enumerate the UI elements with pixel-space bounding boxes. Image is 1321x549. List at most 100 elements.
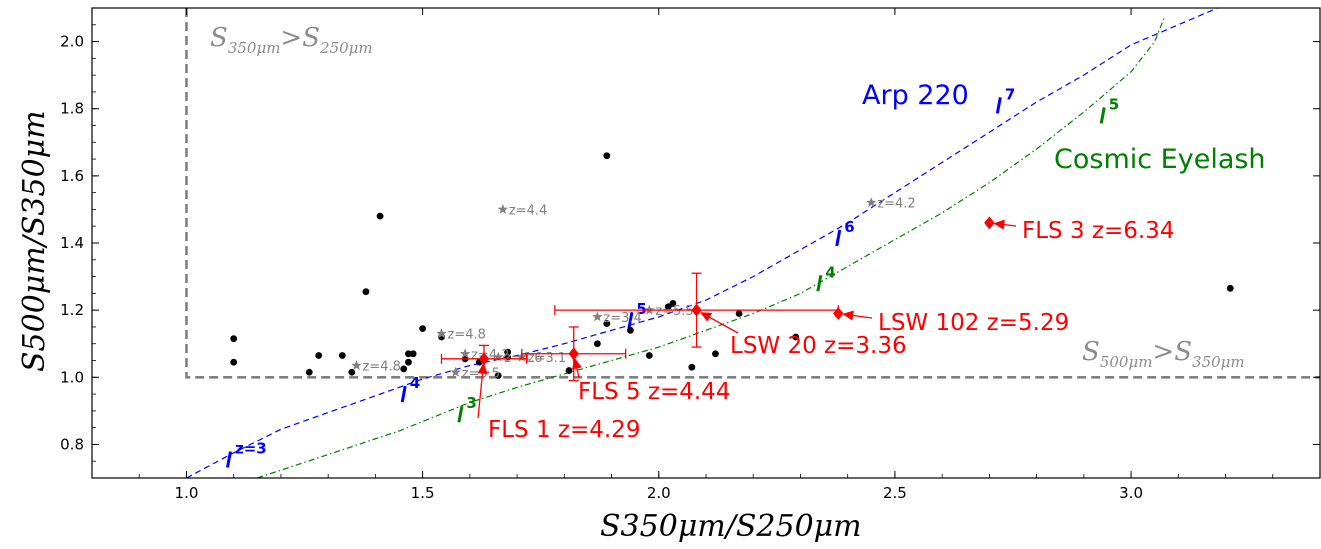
data-point — [735, 310, 743, 317]
star-label: z=4.8 — [362, 360, 400, 375]
redshift-label: 3 — [466, 394, 476, 412]
star-point — [459, 348, 471, 359]
redshift-label: 7 — [1005, 85, 1015, 103]
data-point — [504, 348, 512, 356]
redshift-tick — [816, 275, 823, 292]
redshift-tick — [995, 97, 1002, 114]
data-point — [627, 326, 634, 334]
source-label: FLS 3 z=6.34 — [1022, 218, 1174, 244]
redshift-label: z=3 — [235, 440, 267, 458]
y-tick-label: 1.8 — [60, 100, 84, 118]
data-point — [494, 372, 502, 380]
data-point — [565, 367, 573, 374]
data-point — [688, 363, 696, 371]
cosmic-eyelash-track — [257, 17, 1165, 478]
redshift-label: 4 — [410, 374, 420, 392]
annotation-arrow — [850, 314, 873, 319]
source-label: FLS 1 z=4.29 — [488, 417, 640, 443]
data-point — [348, 368, 356, 376]
star-point — [493, 351, 504, 362]
source-marker — [691, 303, 702, 317]
x-tick-label: 1.0 — [175, 484, 199, 502]
star-label: z=3.1 — [528, 351, 566, 366]
y-axis-label: S500μm/S350μm — [17, 110, 52, 372]
redshift-label: 4 — [825, 263, 835, 281]
star-point — [866, 197, 877, 208]
series-label-cosmic-eyelash: Cosmic Eyelash — [1054, 144, 1266, 175]
annotation-arrow — [706, 315, 739, 334]
star-point — [351, 360, 362, 370]
star-label: z=3.4 — [603, 311, 641, 326]
data-point — [792, 333, 800, 341]
arp220-track — [186, 8, 1220, 478]
threshold-line — [185, 8, 1320, 379]
region-label-lower-right: S500μm>S350μm — [1082, 337, 1245, 371]
data-point — [603, 152, 611, 160]
data-point — [362, 288, 370, 296]
data-point — [409, 350, 417, 358]
y-tick-label: 1.4 — [60, 234, 84, 252]
redshift-label: 5 — [1109, 95, 1119, 113]
redshift-tick — [225, 451, 232, 468]
source-marker — [984, 216, 995, 230]
arrow-head — [842, 310, 854, 321]
data-point — [419, 325, 427, 333]
annotation-arrow — [477, 370, 484, 419]
redshift-label: 6 — [844, 218, 854, 236]
redshift-tick — [400, 385, 407, 403]
y-tick-label: 1.2 — [60, 301, 84, 319]
redshift-tick — [627, 311, 634, 329]
data-point — [593, 340, 601, 348]
x-tick-label: 2.5 — [883, 484, 907, 502]
plot-area — [92, 8, 1320, 478]
star-label: z=4.4 — [509, 203, 547, 218]
arrow-head — [477, 362, 488, 375]
arrow-head — [572, 357, 582, 370]
source-label: LSW 20 z=3.36 — [730, 333, 907, 359]
star-label: z=5.5 — [655, 304, 693, 319]
y-tick-label: 0.8 — [60, 435, 84, 453]
x-tick-label: 1.5 — [411, 484, 435, 502]
y-tick-label: 1.0 — [60, 368, 84, 386]
source-marker — [478, 352, 490, 366]
source-marker — [568, 347, 579, 361]
source-label: FLS 5 z=4.44 — [578, 379, 730, 405]
y-tick-label: 2.0 — [60, 33, 84, 51]
x-tick-label: 3.0 — [1119, 484, 1143, 502]
data-point — [338, 352, 346, 359]
data-point — [603, 320, 611, 327]
series-label-arp220: Arp 220 — [862, 80, 969, 111]
data-point — [405, 350, 412, 358]
region-label-upper-left: S350μm>S250μm — [210, 23, 373, 57]
arrow-head — [993, 219, 1005, 230]
source-marker — [833, 307, 844, 320]
redshift-label: 5 — [636, 300, 646, 318]
data-point — [376, 212, 384, 220]
star-label: z=3.5 — [462, 366, 500, 381]
star-label: z=4.8 — [448, 328, 486, 343]
redshift-tick — [457, 405, 464, 423]
data-point — [664, 303, 672, 311]
x-axis-label: S350μm/S250μm — [600, 509, 862, 544]
data-point — [305, 368, 313, 376]
data-point — [669, 300, 677, 307]
star-point — [497, 203, 509, 214]
star-label: z=4.2 — [877, 197, 915, 212]
source-label: LSW 102 z=5.29 — [878, 310, 1069, 336]
data-point — [645, 352, 653, 359]
star-point — [436, 328, 447, 339]
data-point — [230, 335, 238, 343]
x-tick-label: 2.0 — [647, 484, 671, 502]
data-point — [230, 358, 238, 366]
star-point — [450, 366, 461, 377]
data-point — [400, 365, 408, 373]
y-tick-label: 1.6 — [60, 167, 84, 185]
data-point — [405, 358, 412, 366]
redshift-tick — [835, 229, 842, 247]
star-point — [592, 311, 603, 322]
arrow-head — [700, 312, 713, 322]
data-point — [315, 352, 323, 359]
data-point — [712, 350, 719, 358]
redshift-tick — [1099, 107, 1106, 124]
